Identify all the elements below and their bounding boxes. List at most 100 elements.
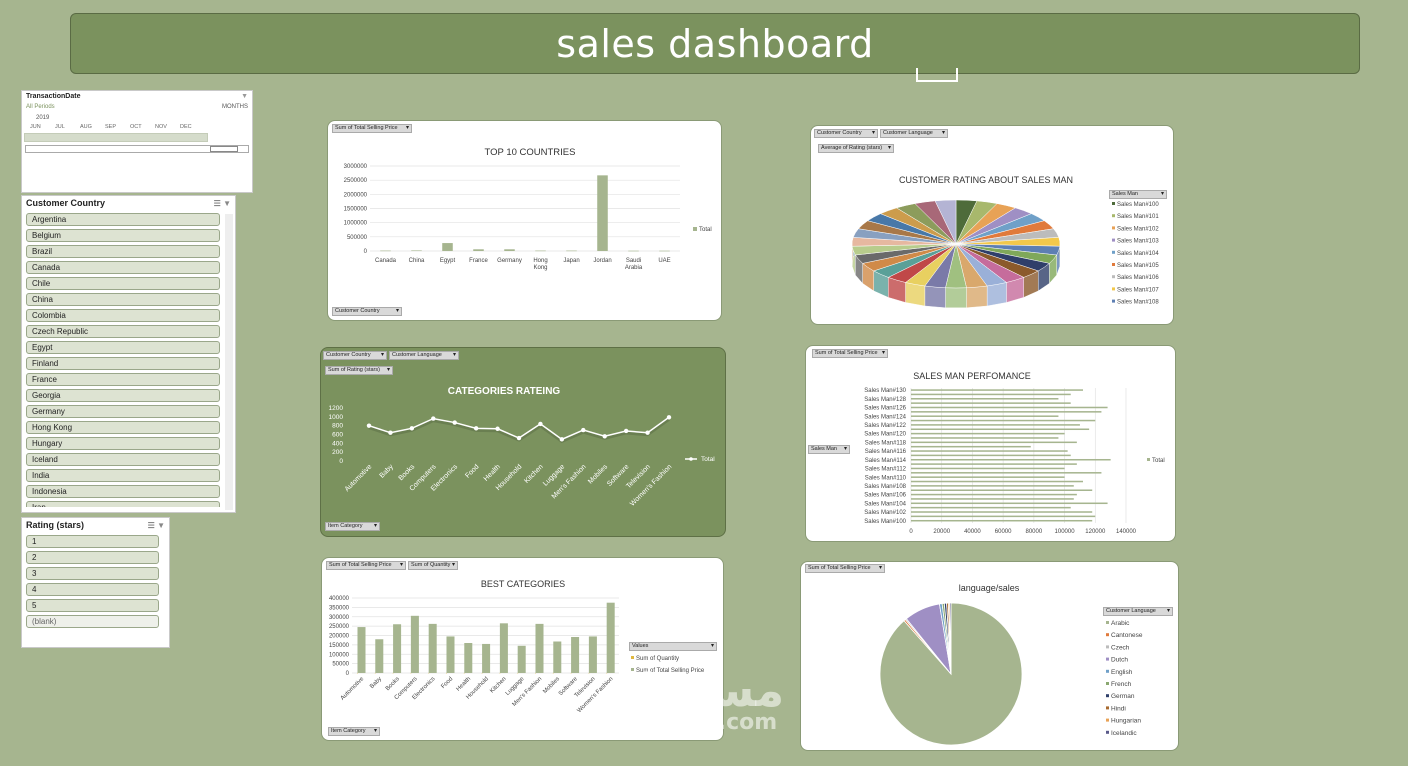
multi-select-icon[interactable]: ☰ [147,520,155,530]
legend-label: Sales Man#103 [1117,239,1159,245]
y-tick-label: Sales Man#122 [864,423,906,429]
top-countries-chart[interactable]: Sum of Total Selling Price TOP 10 COUNTR… [327,120,722,321]
timeline-scrollbar[interactable] [25,145,249,153]
timeline-month[interactable]: SEP [105,124,117,130]
country-slicer-item[interactable]: Iran [26,501,220,507]
bar [911,511,1093,513]
timeline-bar[interactable] [24,133,208,142]
categories-rating-chart[interactable]: Customer Country Customer Language Sum o… [320,347,726,537]
y-tick-label: 2000000 [344,192,368,198]
country-slicer-item[interactable]: Indonesia [26,485,220,498]
timeline-month[interactable]: OCT [130,124,142,130]
bar [517,645,526,673]
timeline-month[interactable]: AUG [80,124,92,130]
bar [911,441,1077,444]
language-sales-chart[interactable]: Sum of Total Selling Price Customer Lang… [800,561,1179,751]
country-slicer-scrollbar[interactable] [225,214,233,510]
y-tick-label: Sales Man#108 [864,484,906,490]
field-sales-man[interactable]: Sales Man [808,445,850,454]
field-customer-language[interactable]: Customer Language [880,129,948,138]
country-slicer-item[interactable]: Argentina [26,213,220,226]
rating-slicer-item[interactable]: (blank) [26,615,159,628]
clear-filter-icon[interactable]: ▼ [157,520,165,530]
best-categories-chart[interactable]: Sum of Total Selling Price Sum of Quanti… [321,557,724,741]
field-item-category[interactable]: Item Category [328,727,380,736]
legend-swatch [631,668,634,671]
legend-swatch [1106,645,1109,649]
timeline-all-periods[interactable]: All Periods [26,104,55,110]
customer-rating-chart[interactable]: Customer Country Customer Language Avera… [810,125,1174,325]
legend-label: Sales Man#104 [1117,251,1159,257]
country-slicer-item[interactable]: China [26,293,220,306]
title-resize-handle[interactable] [916,68,958,82]
legend-field-values[interactable]: Values [629,642,717,651]
country-slicer-item[interactable]: Iceland [26,453,220,466]
legend-swatch [1112,250,1115,254]
country-slicer-item[interactable]: Brazil [26,245,220,258]
country-slicer-item[interactable]: India [26,469,220,482]
legend-label: Total [699,227,712,233]
pie-slice [934,199,957,245]
timeline-unit-select[interactable]: MONTHS [222,104,248,110]
field-sum-total-selling-price[interactable]: Sum of Total Selling Price [326,561,406,570]
data-point [409,426,415,431]
legend-field-sales-man[interactable]: Sales Man [1109,190,1167,199]
timeline-month[interactable]: NOV [155,124,167,130]
bar [911,450,1068,452]
x-tick-label: 140000 [1116,529,1137,535]
x-tick-label: Baby [379,463,396,480]
field-average-rating[interactable]: Average of Rating (stars) [818,144,894,153]
timeline-month[interactable]: JUL [55,124,65,130]
rating-slicer-item[interactable]: 5 [26,599,159,612]
timeline-month[interactable]: JUN [30,124,41,130]
country-slicer-title: Customer Country [26,198,106,208]
timeline-slicer[interactable]: TransactionDate ▼ All Periods MONTHS 2019… [21,90,253,193]
rating-slicer-item[interactable]: 4 [26,583,159,596]
field-customer-country[interactable]: Customer Country [323,351,387,360]
x-tick-label: Books [398,463,417,482]
field-sum-total-selling-price[interactable]: Sum of Total Selling Price [332,124,412,133]
bar [464,643,473,673]
field-sum-total-selling-price[interactable]: Sum of Total Selling Price [812,349,888,358]
watermark: مستقل mostaql.com [616,667,784,734]
timeline-month[interactable]: DEC [180,124,192,130]
bar [911,472,1102,474]
country-slicer-item[interactable]: France [26,373,220,386]
field-item-category[interactable]: Item Category [325,522,380,531]
country-slicer-item[interactable]: Hong Kong [26,421,220,434]
x-tick-label: 60000 [995,529,1012,535]
field-sum-total-selling-price[interactable]: Sum of Total Selling Price [805,564,885,573]
legend-label: Sales Man#107 [1117,287,1159,293]
country-slicer-item[interactable]: Chile [26,277,220,290]
legend-label: English [1111,669,1133,676]
rating-slicer-item[interactable]: 3 [26,567,159,580]
country-slicer-item[interactable]: Colombia [26,309,220,322]
clear-filter-icon[interactable]: ▼ [223,198,231,208]
country-slicer-item[interactable]: Belgium [26,229,220,242]
rating-slicer[interactable]: Rating (stars) ☰ ▼ 1 2 3 4 5 (blank) [21,517,170,648]
legend-swatch [1112,287,1115,291]
country-slicer-item[interactable]: Georgia [26,389,220,402]
legend-field-customer-language[interactable]: Customer Language [1103,607,1173,616]
field-sum-of-rating[interactable]: Sum of Rating (stars) [325,366,393,375]
x-tick-label: Egypt [440,258,456,264]
salesman-performance-chart[interactable]: Sum of Total Selling Price Sales Man SAL… [805,345,1176,542]
field-customer-country[interactable]: Customer Country [332,307,402,316]
rating-slicer-item[interactable]: 1 [26,535,159,548]
country-slicer-item[interactable]: Germany [26,405,220,418]
multi-select-icon[interactable]: ☰ [213,198,221,208]
country-slicer-item[interactable]: Hungary [26,437,220,450]
country-slicer-item[interactable]: Czech Republic [26,325,220,338]
country-slicer[interactable]: Customer Country ☰ ▼ Argentina Belgium Braz… [21,195,236,513]
rating-slicer-item[interactable]: 2 [26,551,159,564]
field-customer-language[interactable]: Customer Language [389,351,459,360]
legend-swatch [1106,657,1109,661]
clear-filter-icon[interactable]: ▼ [241,93,248,100]
x-tick-label: Books [385,676,401,692]
country-slicer-item[interactable]: Canada [26,261,220,274]
country-slicer-item[interactable]: Finland [26,357,220,370]
legend-label: French [1111,681,1132,688]
field-sum-of-quantity[interactable]: Sum of Quantity [408,561,458,570]
field-customer-country[interactable]: Customer Country [814,129,878,138]
country-slicer-item[interactable]: Egypt [26,341,220,354]
